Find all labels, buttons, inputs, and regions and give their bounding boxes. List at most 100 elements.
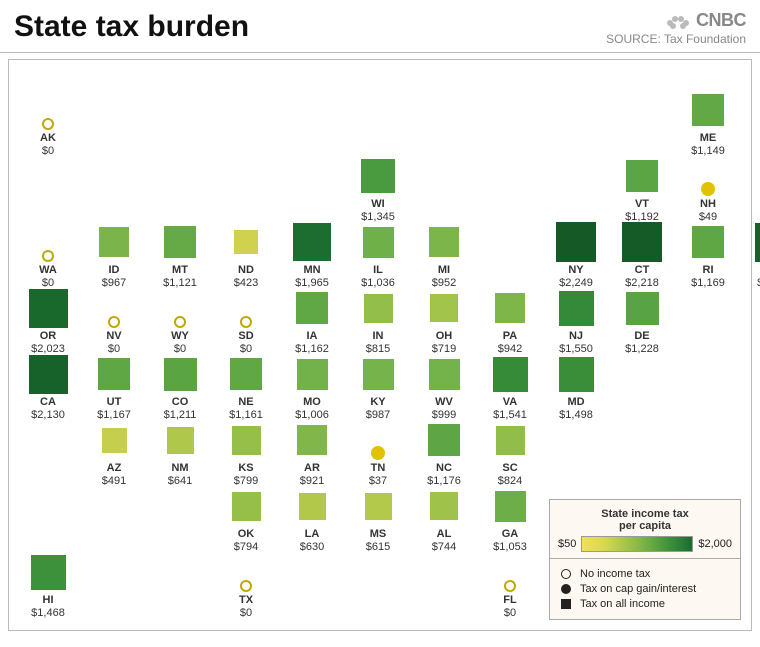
- state-icon: [543, 288, 609, 328]
- tax-square-icon: [29, 355, 68, 394]
- tax-square-icon: [430, 492, 458, 520]
- no-tax-icon: [42, 250, 54, 262]
- state-cell-wy: WY$0: [147, 288, 213, 355]
- state-cell-az: AZ$491: [81, 420, 147, 487]
- state-icon: [477, 420, 543, 460]
- legend-min-label: $50: [558, 538, 576, 550]
- state-icon: [147, 354, 213, 394]
- tax-square-icon: [493, 357, 528, 392]
- legend-key-section: No income tax Tax on cap gain/interest Tax…: [550, 559, 740, 619]
- state-abbr: AL: [411, 528, 477, 541]
- state-abbr: KS: [213, 462, 279, 475]
- state-cell-ny: NY$2,249: [543, 222, 609, 289]
- state-abbr: NE: [213, 396, 279, 409]
- tax-square-icon: [364, 294, 393, 323]
- tax-square-icon: [99, 227, 129, 257]
- state-abbr: IL: [345, 264, 411, 277]
- state-cell-ar: AR$921: [279, 420, 345, 487]
- state-cell-vt: VT$1,192: [609, 156, 675, 223]
- state-abbr: WV: [411, 396, 477, 409]
- state-cell-mo: MO$1,006: [279, 354, 345, 421]
- state-value: $641: [147, 475, 213, 488]
- state-cell-mn: MN$1,965: [279, 222, 345, 289]
- state-icon: [477, 288, 543, 328]
- tax-square-icon: [429, 227, 459, 257]
- state-icon: [411, 486, 477, 526]
- state-abbr: GA: [477, 528, 543, 541]
- tax-square-icon: [164, 358, 197, 391]
- state-icon: [279, 486, 345, 526]
- state-cell-pa: PA$942: [477, 288, 543, 355]
- state-cell-tn: TN$37: [345, 420, 411, 487]
- state-icon: [345, 486, 411, 526]
- state-icon: [411, 222, 477, 262]
- state-abbr: MT: [147, 264, 213, 277]
- state-icon: [345, 354, 411, 394]
- legend-box: State income tax per capita $50 $2,000 N…: [549, 499, 741, 620]
- state-cell-hi: HI$1,468: [15, 552, 81, 619]
- tax-square-icon: [167, 427, 194, 454]
- state-cell-va: VA$1,541: [477, 354, 543, 421]
- state-value: $1,498: [543, 409, 609, 422]
- tax-square-icon: [102, 428, 127, 453]
- state-icon: [411, 354, 477, 394]
- legend-row: Tax on all income: [558, 598, 732, 610]
- state-value: $1,468: [15, 607, 81, 620]
- header: State tax burden CNBC SOURCE: Tax Founda…: [0, 0, 760, 53]
- tax-square-icon: [31, 555, 66, 590]
- tax-square-icon: [363, 359, 394, 390]
- interest-tax-icon: [558, 584, 574, 594]
- state-abbr: TX: [213, 594, 279, 607]
- tax-square-icon: [232, 492, 261, 521]
- state-abbr: FL: [477, 594, 543, 607]
- state-abbr: CO: [147, 396, 213, 409]
- state-cell-sd: SD$0: [213, 288, 279, 355]
- state-icon: [279, 420, 345, 460]
- state-abbr: AZ: [81, 462, 147, 475]
- no-tax-icon: [504, 580, 516, 592]
- state-icon: [15, 90, 81, 130]
- state-abbr: UT: [81, 396, 147, 409]
- state-cell-il: IL$1,036: [345, 222, 411, 289]
- source-name: Tax Foundation: [664, 32, 746, 46]
- state-cell-nv: NV$0: [81, 288, 147, 355]
- state-cell-al: AL$744: [411, 486, 477, 553]
- state-icon: [477, 552, 543, 592]
- state-icon: [543, 354, 609, 394]
- state-cell-nc: NC$1,176: [411, 420, 477, 487]
- state-icon: [15, 288, 81, 328]
- tax-square-icon: [365, 493, 392, 520]
- no-tax-icon: [558, 569, 574, 579]
- state-icon: [609, 288, 675, 328]
- state-value: $744: [411, 541, 477, 554]
- tax-square-icon: [692, 94, 724, 126]
- legend-row: No income tax: [558, 568, 732, 580]
- state-icon: [147, 420, 213, 460]
- state-abbr: NM: [147, 462, 213, 475]
- state-abbr: NH: [675, 198, 741, 211]
- state-abbr: CA: [15, 396, 81, 409]
- state-icon: [345, 222, 411, 262]
- tax-square-icon: [363, 227, 394, 258]
- state-cell-in: IN$815: [345, 288, 411, 355]
- legend-row: Tax on cap gain/interest: [558, 583, 732, 595]
- no-tax-icon: [174, 316, 186, 328]
- state-icon: [15, 222, 81, 262]
- state-icon: [147, 222, 213, 262]
- tax-square-icon: [98, 358, 130, 390]
- tax-square-icon: [297, 359, 328, 390]
- tax-square-icon: [429, 359, 460, 390]
- state-icon: [213, 552, 279, 592]
- state-icon: [81, 420, 147, 460]
- legend-row-label: No income tax: [580, 568, 650, 580]
- state-cell-la: LA$630: [279, 486, 345, 553]
- cnbc-logo-icon: [667, 13, 689, 32]
- tax-square-icon: [230, 358, 262, 390]
- tax-square-icon: [622, 222, 662, 262]
- state-value: $491: [81, 475, 147, 488]
- state-icon: [81, 354, 147, 394]
- tax-square-icon: [626, 160, 658, 192]
- state-abbr: WI: [345, 198, 411, 211]
- state-abbr: ID: [81, 264, 147, 277]
- state-abbr: MD: [543, 396, 609, 409]
